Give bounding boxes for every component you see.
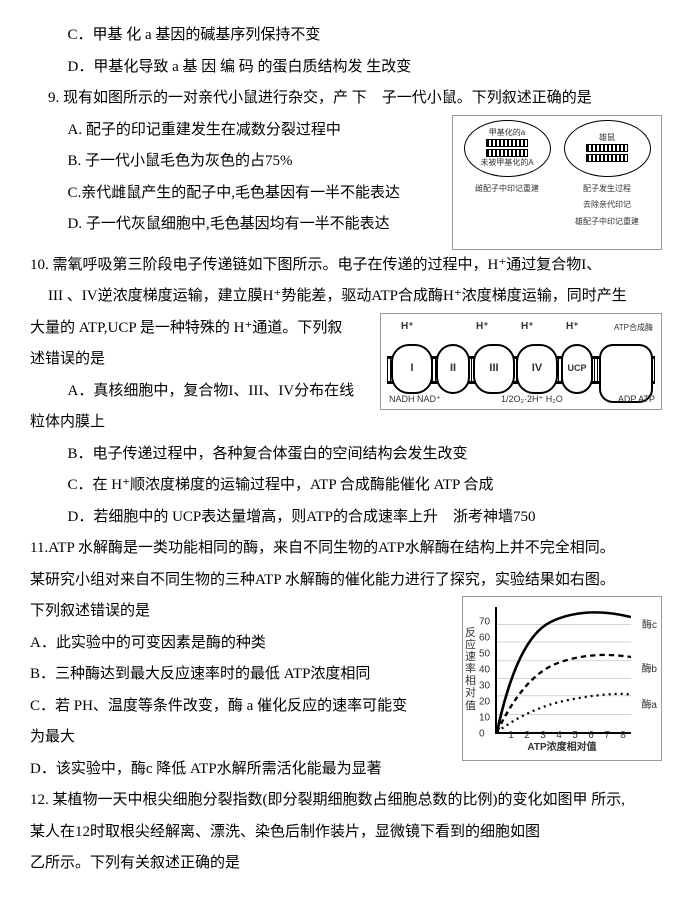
q10-stem-2: III 、IV逆浓度梯度运输，建立膜H⁺势能差，驱动ATP合成酶H⁺浓度梯度运输…: [30, 281, 662, 313]
complex-i: I: [391, 344, 433, 394]
q9-stem: 9. 现有如图所示的一对亲代小鼠进行杂交，产 下 子一代小鼠。下列叙述正确的是: [30, 83, 662, 115]
q8-option-d: D．甲基化导致 a 基 因 编 码 的蛋白质结构发 生改变: [30, 52, 662, 84]
q11-option-c-2: 为最大: [30, 722, 456, 754]
complex-iii: III: [473, 344, 515, 394]
q12-stem-2: 某人在12时取根尖经解离、漂洗、染色后制作装片，显微镜下看到的细胞如图: [30, 817, 662, 849]
fig-label: 配子发生过程: [583, 184, 631, 193]
legend-a: 酶a: [641, 695, 657, 716]
fig-label: 1/2O₂·2H⁺ H₂O: [501, 390, 563, 409]
q11-option-a: A．此实验中的可变因素是酶的种类: [30, 628, 456, 660]
legend-c: 酶c: [642, 615, 657, 636]
q11-option-c-1: C．若 PH、温度等条件改变，酶 a 催化反应的速率可能变: [30, 691, 456, 723]
fig-label: 甲基化的a: [489, 128, 525, 138]
q10-stem-3: 大量的 ATP,UCP 是一种特殊的 H⁺通道。下列叙: [30, 313, 374, 345]
q9-option-a: A. 配子的印记重建发生在减数分裂过程中: [30, 115, 446, 147]
y-axis-label: 反应速率相对值: [465, 627, 479, 712]
fig-label: 未被甲基化的A: [480, 158, 533, 168]
q11-option-d: D．该实验中，酶c 降低 ATP水解所需活化能最为显著: [30, 754, 456, 786]
q10-option-a-1: A．真核细胞中，复合物I、III、IV分布在线: [30, 376, 374, 408]
q11-stem-1: 11.ATP 水解酶是一类功能相同的酶，来自不同生物的ATP水解酶在结构上并不完…: [30, 533, 662, 565]
q10-figure: H⁺ H⁺ H⁺ H⁺ ATP合成酶 I II III IV UCP NADH …: [380, 313, 662, 410]
q11-option-b: B．三种酶达到最大反应速率时的最低 ATP浓度相同: [30, 659, 456, 691]
fig-label: 去除亲代印记: [583, 200, 631, 209]
q12-stem-1: 12. 某植物一天中根尖细胞分裂指数(即分裂期细胞数占细胞总数的比例)的变化如图…: [30, 785, 662, 817]
q11-chart: 反应速率相对值 酶c 酶b 酶a 0 10 20 30: [462, 596, 662, 761]
fig-label: 雄配子中印记重建: [575, 217, 639, 226]
q9-option-b: B. 子一代小鼠毛色为灰色的占75%: [30, 146, 446, 178]
q10-stem-4: 述错误的是: [30, 344, 374, 376]
q9-option-d: D. 子一代灰鼠细胞中,毛色基因均有一半不能表达: [30, 209, 446, 241]
q10-stem-1: 10. 需氧呼吸第三阶段电子传递链如下图所示。电子在传递的过程中，H⁺通过复合物…: [30, 250, 662, 282]
fig-label: NADH NAD⁺: [389, 390, 441, 409]
q11-stem-2: 某研究小组对来自不同生物的三种ATP 水解酶的催化能力进行了探究，实验结果如右图…: [30, 565, 662, 597]
chart-area: [495, 607, 631, 734]
fig-label: ADP ATP: [618, 390, 655, 409]
q10-option-a-2: 粒体内膜上: [30, 407, 374, 439]
q10-option-c: C．在 H⁺顺浓度梯度的运输过程中，ATP 合成酶能催化 ATP 合成: [30, 470, 662, 502]
x-axis-label: ATP浓度相对值: [463, 737, 661, 758]
complex-ucp: UCP: [561, 344, 593, 394]
fig-label: 雌配子中印记重建: [457, 181, 557, 231]
q11-stem-3: 下列叙述错误的是: [30, 596, 456, 628]
q12-stem-3: 乙所示。下列有关叙述正确的是: [30, 848, 662, 880]
fig-label: 雄鼠: [599, 133, 615, 143]
q10-option-b: B．电子传递过程中，各种复合体蛋白的空间结构会发生改变: [30, 439, 662, 471]
legend-b: 酶b: [641, 659, 657, 680]
q10-option-d: D．若细胞中的 UCP表达量增高，则ATP的合成速率上升 浙考神墙750: [30, 502, 662, 534]
q9-figure: 甲基化的a 未被甲基化的A 雄鼠 雌配子中印记重建 配子发生过程 去除亲代印记 …: [452, 115, 662, 250]
complex-ii: II: [436, 344, 470, 394]
q9-option-c: C.亲代雌鼠产生的配子中,毛色基因有一半不能表达: [30, 178, 446, 210]
q8-option-c: C．甲基 化 a 基因的碱基序列保持不变: [30, 20, 662, 52]
complex-iv: IV: [516, 344, 558, 394]
